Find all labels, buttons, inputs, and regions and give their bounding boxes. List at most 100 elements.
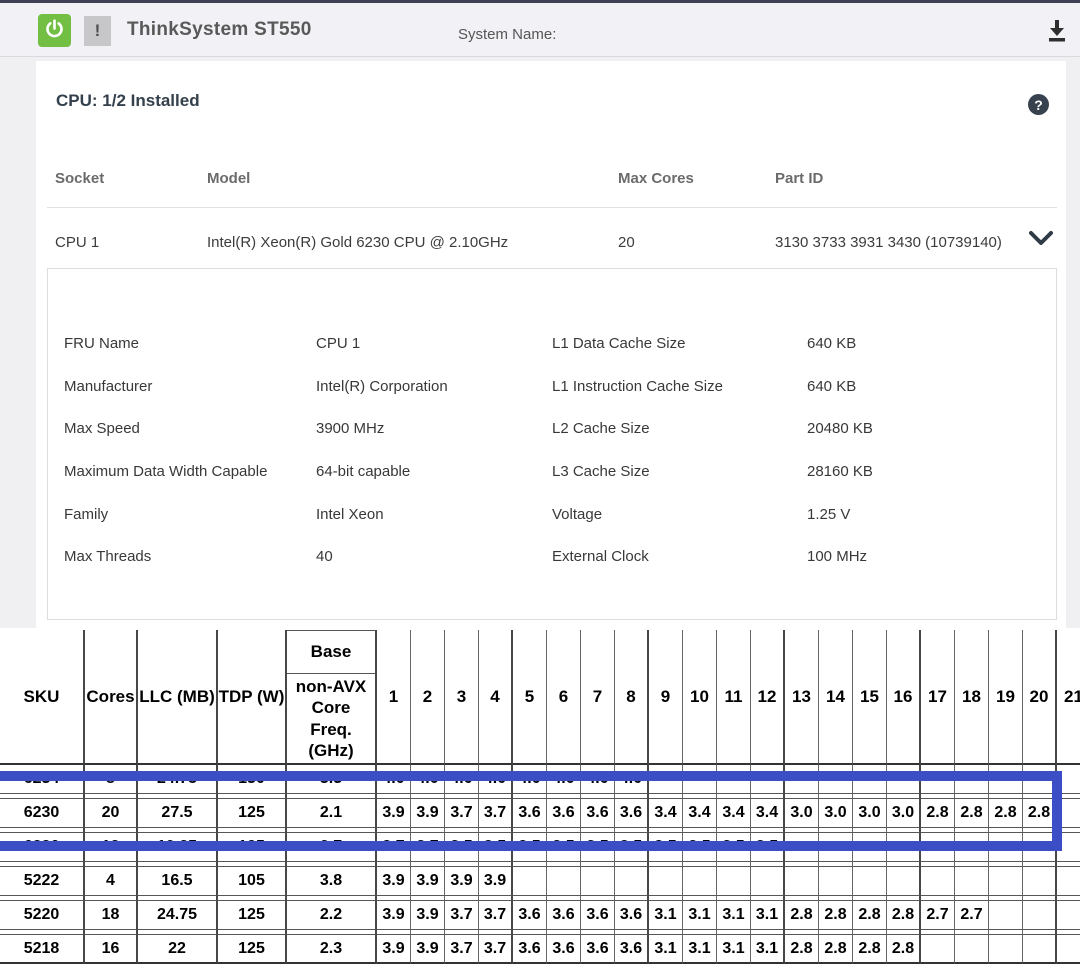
spec-freq-cell: 3.5 xyxy=(547,833,581,862)
detail-value: Intel(R) Corporation xyxy=(316,377,448,395)
chevron-down-icon[interactable] xyxy=(1027,227,1055,249)
spec-cell: 16.5 xyxy=(138,867,218,896)
spec-freq-cell xyxy=(547,867,581,896)
spec-spacer-cell xyxy=(819,828,853,833)
alert-badge[interactable]: ! xyxy=(84,16,111,46)
spec-freq-cell xyxy=(955,867,989,896)
spec-spacer-cell xyxy=(513,930,547,935)
spec-freq-cell xyxy=(819,833,853,862)
spec-spacer-cell xyxy=(445,862,479,867)
spec-freq-cell: 2.8 xyxy=(955,799,989,828)
spec-header-cell: LLC (MB) xyxy=(138,630,218,765)
detail-row: Max Speed 3900 MHz xyxy=(64,420,552,463)
spec-spacer-cell xyxy=(819,930,853,935)
spec-row-sku: 5220 xyxy=(0,901,85,930)
spec-spacer-cell xyxy=(377,930,411,935)
help-button[interactable]: ? xyxy=(1028,94,1049,115)
spec-freq-cell: 3.6 xyxy=(513,799,547,828)
spec-sheet: SKU Cores LLC (MB) TDP (W) Base non-AVX Core … xyxy=(0,628,1080,976)
spec-freq-cell xyxy=(683,765,717,794)
power-icon xyxy=(44,18,65,44)
spec-spacer-cell xyxy=(615,930,649,935)
spec-spacer-cell xyxy=(751,930,785,935)
spec-spacer-cell xyxy=(955,930,989,935)
spec-cell: 19.25 xyxy=(138,833,218,862)
spec-spacer-cell xyxy=(513,828,547,833)
spec-header-core-count: 19 xyxy=(989,630,1023,765)
spec-freq-cell: 3.7 xyxy=(377,833,411,862)
column-header-part-id: Part ID xyxy=(775,170,824,187)
spec-freq-cell: 3.4 xyxy=(649,799,683,828)
spec-freq-cell: 3.1 xyxy=(717,935,751,964)
spec-spacer-cell xyxy=(1057,794,1080,799)
spec-spacer-cell xyxy=(615,794,649,799)
spec-spacer-cell xyxy=(649,828,683,833)
cpu-row-part-id: 3130 3733 3931 3430 (10739140) xyxy=(775,234,1002,251)
spec-spacer-cell xyxy=(683,896,717,901)
spec-spacer-cell xyxy=(0,862,85,867)
cpu-card-title: CPU: 1/2 Installed xyxy=(56,91,200,110)
spec-spacer-cell xyxy=(445,828,479,833)
spec-spacer-cell xyxy=(138,794,218,799)
spec-spacer-cell xyxy=(717,794,751,799)
power-button[interactable] xyxy=(38,14,71,47)
spec-freq-cell: 3.7 xyxy=(479,935,513,964)
cpu-row[interactable]: CPU 1 Intel(R) Xeon(R) Gold 6230 CPU @ 2… xyxy=(36,208,1066,268)
spec-freq-cell xyxy=(989,833,1023,862)
spec-spacer-cell xyxy=(1057,930,1080,935)
spec-spacer-cell xyxy=(853,862,887,867)
spec-freq-cell: 2.8 xyxy=(921,799,955,828)
spec-freq-cell: 2.8 xyxy=(785,935,819,964)
spec-freq-cell xyxy=(1023,765,1057,794)
spec-freq-cell: 3.4 xyxy=(717,799,751,828)
spec-spacer-cell xyxy=(547,828,581,833)
spec-freq-cell: 3.9 xyxy=(411,935,445,964)
spec-spacer-cell xyxy=(138,828,218,833)
spec-freq-cell: 3.9 xyxy=(411,867,445,896)
spec-spacer-cell xyxy=(445,930,479,935)
spec-spacer-cell xyxy=(138,930,218,935)
spec-spacer-cell xyxy=(1057,828,1080,833)
spec-spacer-cell xyxy=(989,896,1023,901)
spec-freq-cell xyxy=(853,833,887,862)
spec-freq-cell xyxy=(581,867,615,896)
spec-cell: 125 xyxy=(218,935,287,964)
spec-freq-cell: 4.0 xyxy=(377,765,411,794)
spec-freq-cell xyxy=(921,833,955,862)
spec-freq-cell xyxy=(683,867,717,896)
spec-spacer-cell xyxy=(287,896,377,901)
spec-freq-cell: 3.5 xyxy=(717,833,751,862)
spec-header-core-count: 11 xyxy=(717,630,751,765)
spec-spacer-cell xyxy=(581,794,615,799)
spec-freq-cell: 3.6 xyxy=(581,935,615,964)
spec-spacer-cell xyxy=(1023,862,1057,867)
spec-spacer-cell xyxy=(581,896,615,901)
spec-spacer-cell xyxy=(85,930,138,935)
spec-cell: 18 xyxy=(85,901,138,930)
spec-spacer-cell xyxy=(445,794,479,799)
download-icon xyxy=(1044,20,1070,49)
spec-freq-cell: 3.5 xyxy=(445,833,479,862)
detail-value: 28160 KB xyxy=(807,463,873,481)
spec-spacer-cell xyxy=(411,794,445,799)
spec-cell: 16 xyxy=(85,935,138,964)
spec-freq-cell xyxy=(853,765,887,794)
spec-spacer-cell xyxy=(138,862,218,867)
spec-freq-cell: 3.6 xyxy=(615,901,649,930)
spec-freq-cell xyxy=(921,867,955,896)
spec-spacer-cell xyxy=(1057,862,1080,867)
spec-spacer-cell xyxy=(717,828,751,833)
spec-spacer-cell xyxy=(411,896,445,901)
spec-freq-cell: 3.9 xyxy=(479,867,513,896)
spec-spacer-cell xyxy=(819,896,853,901)
spec-spacer-cell xyxy=(547,896,581,901)
detail-label: L3 Cache Size xyxy=(552,463,650,481)
spec-spacer-cell xyxy=(218,930,287,935)
spec-row-sku: 6234 xyxy=(0,765,85,794)
spec-freq-cell: 3.9 xyxy=(445,867,479,896)
spec-header-cell: SKU xyxy=(0,630,85,765)
cpu-row-socket: CPU 1 xyxy=(55,234,100,251)
detail-row: L3 Cache Size 28160 KB xyxy=(552,463,1058,506)
download-button[interactable] xyxy=(1044,17,1070,45)
spec-freq-cell: 2.8 xyxy=(887,935,921,964)
